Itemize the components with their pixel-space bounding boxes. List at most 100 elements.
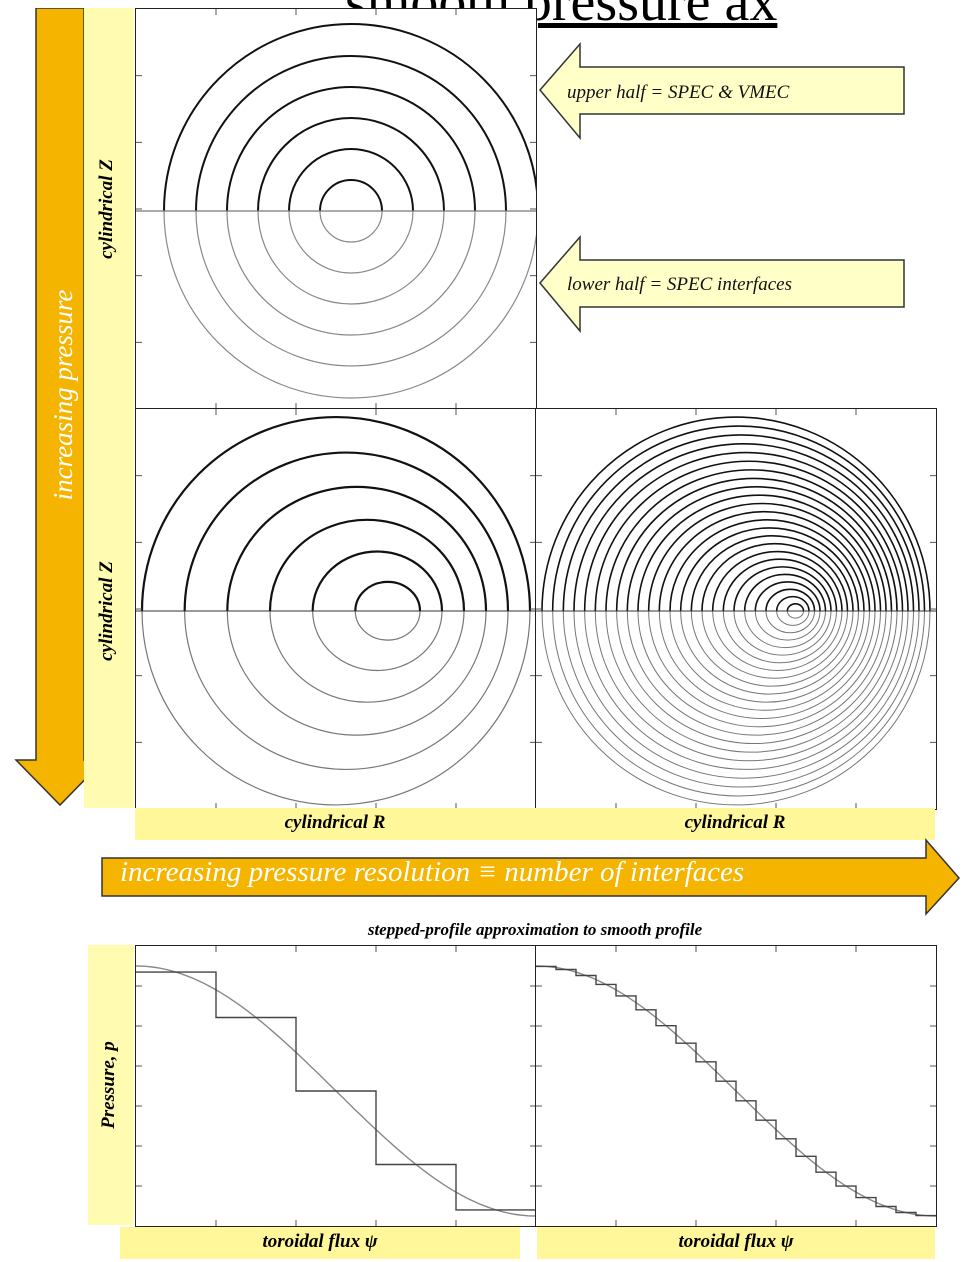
interface-lower — [195, 210, 507, 367]
interface-lower — [658, 610, 870, 711]
flux-surface-upper — [626, 486, 887, 612]
flux-surface-upper — [690, 535, 854, 612]
flux-surface-upper — [257, 117, 445, 212]
interface-lower — [288, 210, 414, 274]
flux-surface-upper — [226, 485, 488, 612]
interface-lower — [312, 610, 443, 671]
interface-lower — [786, 610, 804, 619]
flux-surface-upper — [163, 23, 536, 212]
increasing-resolution-arrow — [101, 838, 961, 916]
z-label-band-top — [84, 8, 134, 408]
interface-lower — [594, 610, 903, 762]
flux-surface-upper — [754, 581, 821, 612]
interface-lower — [776, 610, 810, 626]
interface-lower — [163, 210, 536, 399]
flux-surface-upper — [594, 460, 904, 612]
stepped-pressure-profile — [136, 971, 536, 1211]
flux-label-band-right — [537, 1227, 935, 1259]
interface-lower — [573, 610, 914, 779]
flux-surface-upper — [354, 580, 422, 612]
flux-surface-upper — [195, 55, 507, 212]
interface-lower — [690, 610, 854, 687]
interface-lower — [226, 210, 476, 336]
interface-lower — [319, 210, 383, 243]
interface-lower — [184, 610, 509, 770]
interface-lower — [765, 610, 815, 634]
interface-lower — [354, 610, 421, 641]
flux-surface-upper — [679, 527, 860, 612]
callout-upper-label: upper half = SPEC & VMEC — [567, 82, 790, 103]
flux-surface-upper — [722, 558, 838, 612]
z-axis-label-mid: cylindrical Z — [96, 561, 117, 661]
pressure-profile-plot-coarse — [136, 946, 536, 1226]
flux-surface-upper — [658, 510, 871, 612]
flux-surface-upper — [711, 550, 843, 612]
interface-lower — [584, 610, 909, 770]
flux-surface-upper — [183, 451, 510, 612]
flux-axis-label-right: toroidal flux ψ — [678, 1231, 794, 1252]
interface-lower — [226, 610, 487, 736]
interface-lower — [744, 610, 826, 648]
flux-surface-upper — [140, 415, 532, 612]
r-label-band — [135, 808, 935, 840]
pressure-label-band — [88, 945, 134, 1225]
interface-lower — [626, 610, 887, 736]
interface-lower — [648, 610, 876, 719]
flux-surfaces-plot-mid-left — [136, 409, 536, 809]
increasing-pressure-label: increasing pressure — [48, 289, 78, 501]
r-axis-label-left: cylindrical R — [284, 812, 386, 833]
flux-surface-upper — [268, 518, 466, 612]
interface-lower — [141, 610, 531, 806]
flux-surface-upper — [311, 550, 444, 612]
flux-surface-upper — [541, 416, 931, 612]
interface-lower — [722, 610, 837, 664]
interface-lower — [541, 610, 931, 806]
flux-surfaces-plot-top — [136, 9, 536, 409]
stepped-pressure-profile — [536, 965, 936, 1217]
pressure-axis-label: Pressure, p — [98, 1041, 119, 1129]
flux-label-band-left — [120, 1227, 520, 1259]
interface-lower — [680, 610, 859, 695]
flux-surfaces-panel-high-pressure — [135, 408, 537, 810]
flux-surface-upper — [551, 425, 926, 612]
flux-surface-upper — [583, 452, 909, 612]
callout-lower-arrow — [539, 235, 905, 334]
flux-surface-upper — [765, 588, 816, 612]
pressure-profile-panel-coarse — [135, 945, 537, 1227]
flux-surface-upper — [786, 603, 805, 612]
flux-surfaces-panel-high-resolution — [535, 408, 937, 810]
flux-surface-upper — [605, 469, 898, 612]
flux-surface-upper — [226, 86, 476, 212]
flux-surfaces-plot-mid-right — [536, 409, 936, 809]
flux-surfaces-panel-low-pressure — [135, 8, 537, 410]
interface-lower — [701, 610, 848, 679]
flux-surface-upper — [615, 477, 893, 612]
interface-lower — [552, 610, 925, 797]
interface-lower — [733, 610, 832, 656]
flux-surface-upper — [647, 503, 876, 612]
interface-lower — [712, 610, 843, 671]
interface-lower — [269, 610, 465, 703]
flux-surface-upper — [319, 179, 383, 212]
interface-lower — [605, 610, 898, 753]
flux-surface-upper — [775, 595, 810, 612]
callout-upper-arrow — [539, 42, 905, 141]
interface-lower — [616, 610, 892, 744]
interface-lower — [637, 610, 881, 728]
flux-surface-upper — [669, 519, 865, 612]
interface-lower — [754, 610, 821, 641]
flux-axis-label-left: toroidal flux ψ — [262, 1231, 378, 1252]
interface-lower — [257, 210, 445, 305]
profile-caption: stepped-profile approximation to smooth … — [367, 920, 703, 939]
flux-surface-upper — [733, 566, 832, 612]
flux-surface-upper — [562, 434, 920, 612]
flux-surface-upper — [573, 442, 915, 612]
increasing-resolution-label: increasing pressure resolution ≡ number … — [120, 856, 745, 888]
z-axis-label-top: cylindrical Z — [96, 159, 117, 259]
flux-surface-upper — [288, 148, 414, 212]
pressure-profile-plot-fine — [536, 946, 936, 1226]
z-label-band-mid — [84, 408, 134, 808]
callout-lower-label: lower half = SPEC interfaces — [567, 274, 792, 295]
flux-surface-upper — [743, 573, 827, 612]
interface-lower — [562, 610, 920, 788]
